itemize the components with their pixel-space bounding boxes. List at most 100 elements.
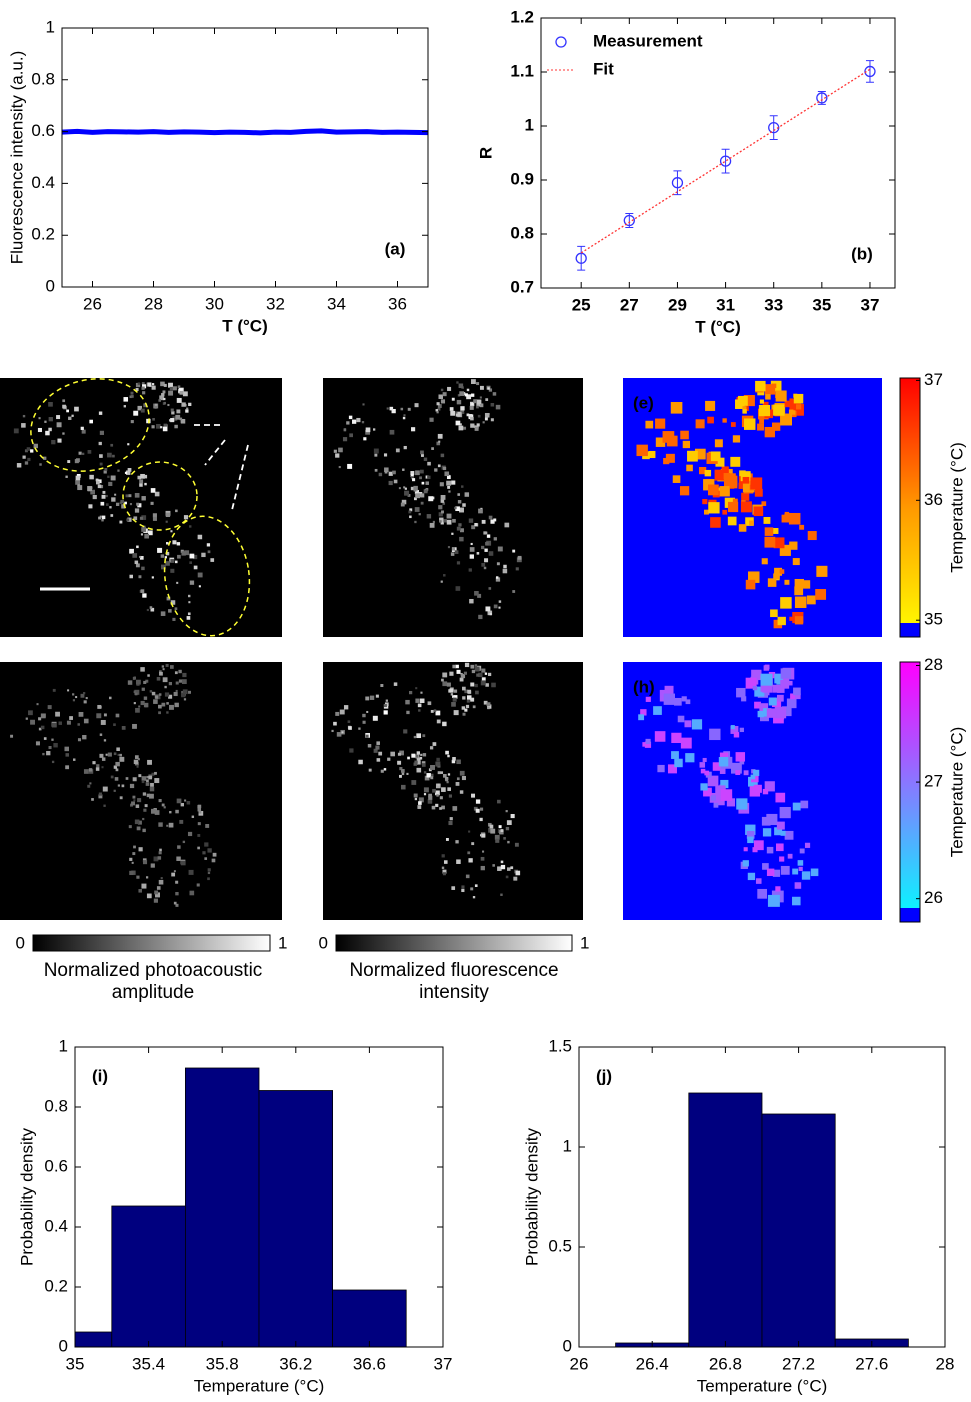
image-spot [473,399,478,404]
image-spot [142,860,148,865]
image-spot [98,411,103,415]
image-spot [437,783,440,786]
image-spot [421,481,425,485]
image-spot [755,380,766,392]
image-spot [772,869,781,877]
image-spot [766,846,774,854]
image-spot [490,418,494,422]
image-spot [718,757,729,767]
image-spot [435,761,441,767]
image-spot [436,411,439,414]
image-spot [98,792,102,796]
image-spot [411,780,417,785]
image-spot [22,414,26,418]
image-spot [405,699,410,705]
image-spot [495,576,499,579]
image-spot [121,784,125,788]
image-spot [787,853,793,859]
image-spot [97,704,102,709]
image-spot [446,475,451,480]
x-tick-label: 36.6 [353,1354,386,1373]
image-spot [455,411,461,417]
image-spot [73,758,76,761]
image-spot [158,704,162,709]
image-spot [100,501,105,506]
image-spot [108,481,113,487]
image-spot [152,513,157,518]
image-spot [703,787,712,797]
image-spot [784,830,794,840]
image-spot [415,754,419,758]
image-spot [146,779,149,783]
image-spot [499,829,504,835]
image-spot [51,722,57,728]
image-spot [95,767,100,771]
image-spot [158,822,163,827]
image-spot [141,527,146,532]
image-spot [164,692,170,697]
image-spot [390,751,396,757]
image-spot [482,850,485,853]
image-spot [469,405,474,410]
image-spot [13,428,19,434]
image-spot [333,721,337,726]
image-spot [187,612,191,616]
image-spot [446,519,452,525]
image-spot [172,617,176,621]
image-spot [779,806,791,819]
image-spot [753,506,764,517]
image-spot [151,576,154,579]
image-spot [168,822,174,828]
image-spot [28,710,33,716]
image-spot [428,795,433,800]
error-bar [673,170,682,196]
y-tick-label: 1.5 [548,1036,572,1055]
image-spot [130,391,134,395]
image-spot [119,756,125,762]
image-spot [341,731,344,734]
image-spot [708,502,720,514]
image-spot [169,665,174,669]
image-spot [512,549,516,553]
image-spot [748,571,760,583]
image-spot [410,476,414,480]
image-spot [428,496,434,502]
image-spot [197,534,203,540]
image-spot [186,616,191,620]
image-spot [740,501,752,513]
image-spot [143,680,147,684]
panel-label: (c) [10,393,31,412]
image-spot [113,723,116,727]
image-spot [129,574,133,579]
image-spot [766,868,775,876]
image-spot [45,430,50,436]
marker [816,92,828,104]
image-spot [450,552,455,556]
image-spot [166,596,171,601]
image-spot [74,459,79,464]
image-spot [447,754,450,758]
image-spot [801,580,811,589]
image-spot [365,429,371,435]
image-spot [459,507,464,513]
error-bar [865,60,874,83]
image-spot [392,470,396,475]
image-spot [461,775,466,781]
image-spot [165,561,170,566]
image-spot [430,776,434,780]
image-spot [65,765,70,770]
image-spot [504,522,510,528]
image-spot [730,725,739,734]
image-spot [780,597,792,609]
y-tick-label: 0.8 [31,69,55,88]
image-spot [347,463,353,469]
image-spot [348,726,352,730]
image-spot [784,511,790,517]
image-spot [134,755,139,759]
image-spot [483,566,487,570]
image-spot [496,562,500,566]
image-spot [135,679,141,685]
image-spot [391,408,396,414]
image-spot [732,435,741,443]
